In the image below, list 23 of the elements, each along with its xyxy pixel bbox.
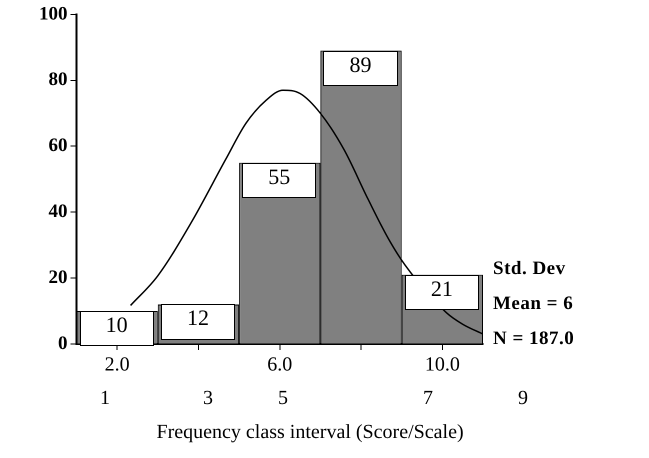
text: 9 — [518, 387, 528, 410]
text: 1 — [100, 387, 110, 410]
data-label: 55 — [242, 162, 316, 198]
y-tick-label: 60 — [48, 135, 68, 156]
text: Std. Dev — [493, 258, 566, 280]
y-tick-label: 80 — [48, 69, 68, 90]
data-label: 21 — [404, 274, 479, 310]
y-tick-label: 20 — [48, 266, 68, 288]
text: 5 — [278, 387, 288, 410]
text: 7 — [423, 387, 433, 410]
data-label: 10 — [80, 311, 154, 346]
text: 3 — [203, 387, 213, 410]
y-tick-label: 40 — [48, 201, 68, 222]
x-axis-title: Frequency class interval (Score/Scale) — [156, 421, 464, 444]
text: N = 187.0 — [493, 328, 574, 350]
y-tick-label: 0 — [58, 332, 68, 354]
x-tick-label: 2.0 — [104, 353, 130, 376]
x-tick-label: 6.0 — [267, 353, 292, 376]
y-tick-label: 100 — [39, 3, 68, 24]
data-label: 12 — [160, 304, 236, 340]
x-tick-label: 10.0 — [424, 353, 460, 376]
text: Mean = 6 — [493, 293, 574, 315]
data-label: 89 — [323, 50, 398, 86]
